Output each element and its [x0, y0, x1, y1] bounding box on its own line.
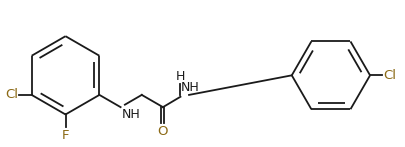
- Text: NH: NH: [181, 81, 200, 94]
- Text: F: F: [62, 128, 69, 142]
- Text: NH: NH: [122, 108, 141, 121]
- Text: O: O: [158, 125, 168, 138]
- Text: Cl: Cl: [5, 88, 18, 101]
- Text: H: H: [176, 70, 185, 83]
- Text: Cl: Cl: [384, 69, 396, 82]
